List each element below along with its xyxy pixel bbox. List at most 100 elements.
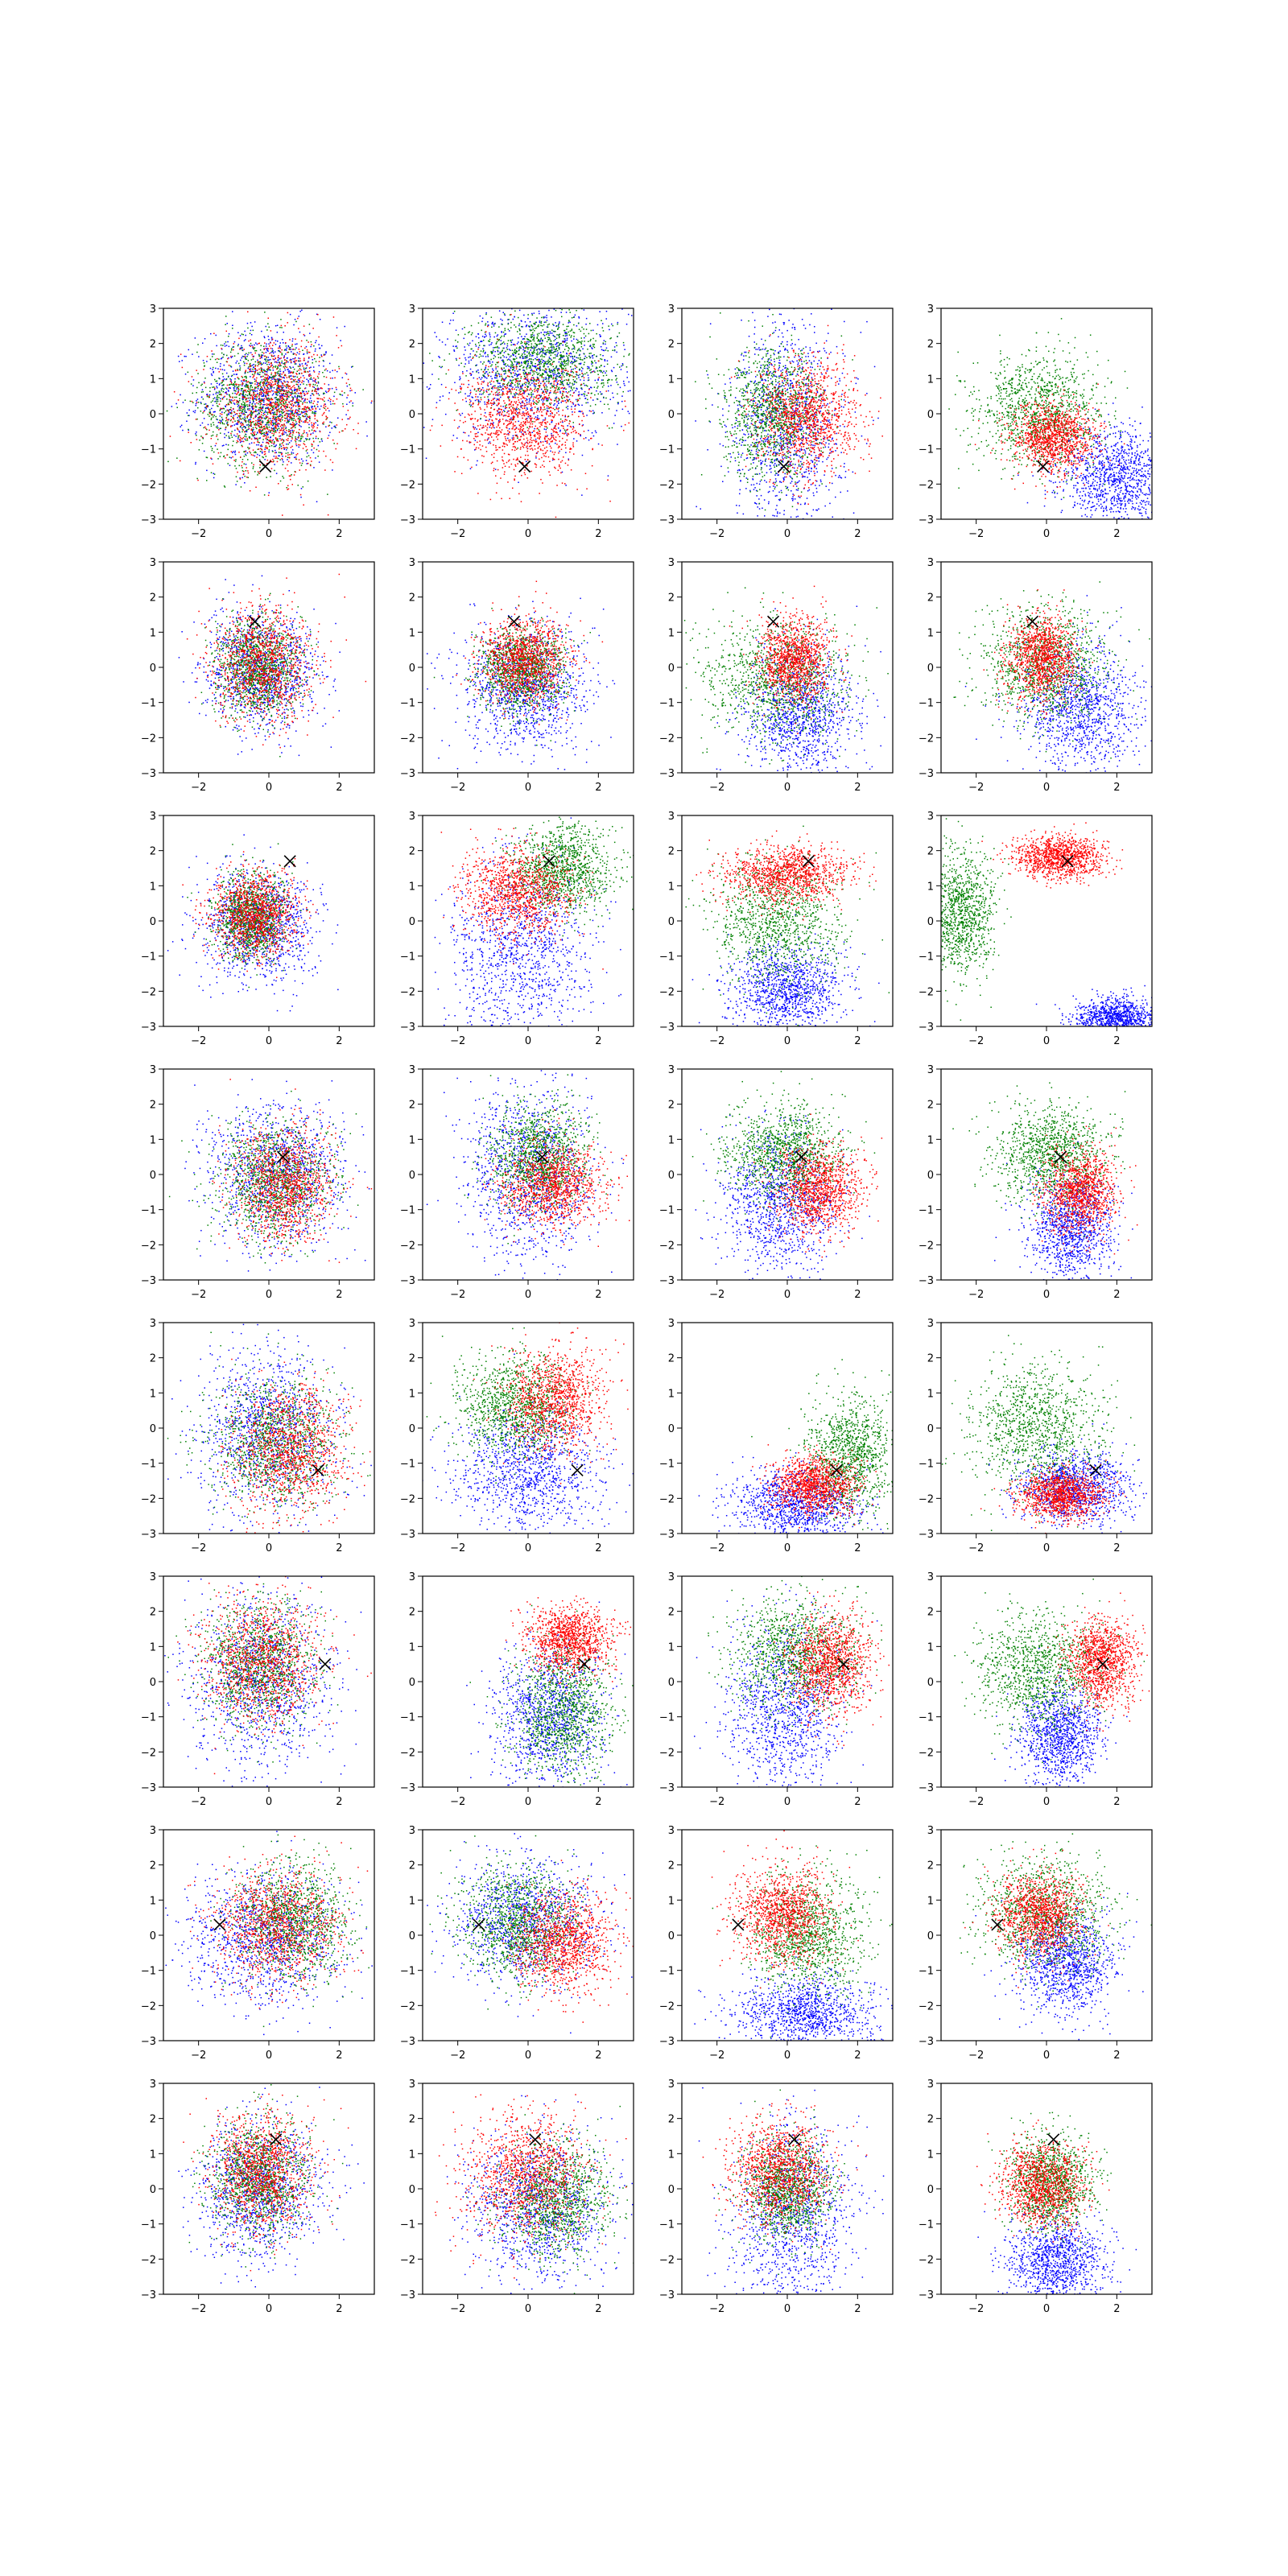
data-point: [248, 388, 250, 390]
data-point: [505, 406, 506, 407]
data-point: [432, 419, 434, 420]
data-point: [216, 416, 217, 418]
data-point: [291, 427, 292, 429]
data-point: [312, 394, 314, 395]
data-point: [242, 397, 244, 398]
data-point: [242, 470, 244, 472]
data-point: [269, 389, 270, 390]
data-point: [514, 373, 516, 374]
data-point: [188, 381, 190, 382]
data-point: [555, 339, 556, 341]
data-point: [209, 413, 211, 415]
data-point: [279, 378, 280, 380]
data-point: [233, 388, 235, 390]
data-point: [296, 412, 298, 414]
data-point: [317, 386, 319, 387]
data-point: [598, 394, 600, 395]
data-point: [307, 463, 308, 464]
data-point: [232, 456, 233, 458]
data-point: [464, 338, 465, 340]
data-point: [251, 428, 253, 430]
data-point: [261, 392, 262, 394]
data-point: [213, 398, 214, 400]
data-point: [537, 326, 539, 328]
data-point: [554, 387, 555, 389]
data-point: [270, 391, 271, 393]
data-point: [284, 374, 286, 376]
data-point: [212, 369, 213, 370]
data-point: [232, 397, 233, 398]
data-point: [527, 314, 529, 316]
data-point: [442, 341, 444, 343]
data-point: [534, 428, 535, 430]
data-point: [239, 349, 241, 350]
data-point: [258, 401, 260, 402]
data-point: [357, 423, 359, 424]
data-point: [286, 447, 287, 448]
data-point: [515, 386, 517, 388]
data-point: [296, 384, 298, 386]
data-point: [287, 394, 289, 395]
data-point: [568, 347, 570, 349]
data-point: [566, 375, 568, 377]
data-point: [551, 332, 553, 334]
data-point: [266, 392, 268, 394]
data-point: [521, 341, 522, 343]
data-point: [591, 363, 592, 365]
data-point: [336, 335, 337, 336]
data-point: [530, 408, 532, 410]
data-point: [559, 392, 561, 394]
data-point: [320, 431, 321, 433]
data-point: [289, 417, 291, 419]
data-point: [349, 402, 351, 403]
data-point: [429, 353, 431, 354]
data-point: [231, 419, 233, 421]
data-point: [202, 423, 204, 424]
data-point: [601, 394, 602, 395]
data-point: [272, 461, 274, 463]
data-point: [275, 427, 277, 429]
data-point: [234, 452, 236, 453]
data-point: [488, 394, 489, 396]
data-point: [234, 420, 236, 422]
data-point: [546, 317, 547, 319]
data-point: [259, 374, 261, 376]
data-point: [522, 411, 524, 412]
data-point: [291, 361, 292, 363]
data-point: [267, 399, 269, 401]
data-point: [246, 363, 248, 365]
data-point: [276, 407, 278, 408]
data-point: [247, 440, 249, 441]
data-point: [275, 427, 276, 429]
data-point: [589, 369, 591, 371]
data-point: [295, 472, 296, 473]
data-point: [610, 385, 612, 386]
data-point: [276, 381, 278, 382]
data-point: [517, 343, 518, 345]
data-point: [282, 353, 283, 354]
data-point: [355, 392, 357, 394]
data-point: [297, 377, 299, 378]
data-point: [543, 324, 545, 326]
data-point: [267, 420, 269, 422]
data-point: [520, 357, 522, 358]
data-point: [544, 353, 546, 355]
data-point: [313, 425, 315, 427]
data-point: [243, 356, 245, 357]
data-point: [520, 378, 522, 379]
data-point: [251, 345, 253, 346]
data-point: [617, 324, 618, 325]
data-point: [220, 394, 221, 395]
data-point: [473, 426, 474, 427]
data-point: [327, 417, 328, 419]
data-point: [550, 413, 551, 415]
data-point: [279, 416, 281, 418]
data-point: [592, 357, 594, 359]
data-point: [217, 448, 218, 450]
data-point: [225, 393, 227, 394]
data-point: [266, 326, 267, 328]
data-point: [312, 426, 313, 427]
data-point: [508, 433, 510, 435]
data-point: [469, 362, 470, 364]
data-point: [572, 349, 573, 350]
